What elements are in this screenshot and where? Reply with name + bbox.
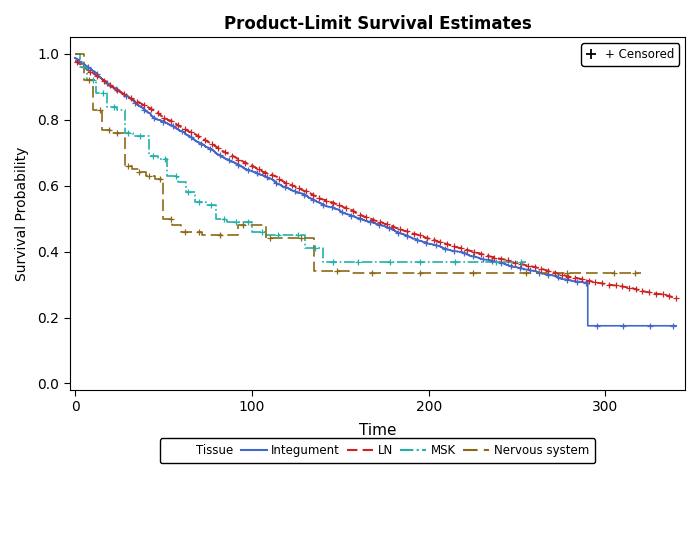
Legend: Tissue, Integument, LN, MSK, Nervous system: Tissue, Integument, LN, MSK, Nervous sys…: [160, 438, 595, 463]
Title: Product-Limit Survival Estimates: Product-Limit Survival Estimates: [223, 15, 531, 33]
Y-axis label: Survival Probability: Survival Probability: [15, 147, 29, 281]
X-axis label: Time: Time: [358, 423, 396, 438]
